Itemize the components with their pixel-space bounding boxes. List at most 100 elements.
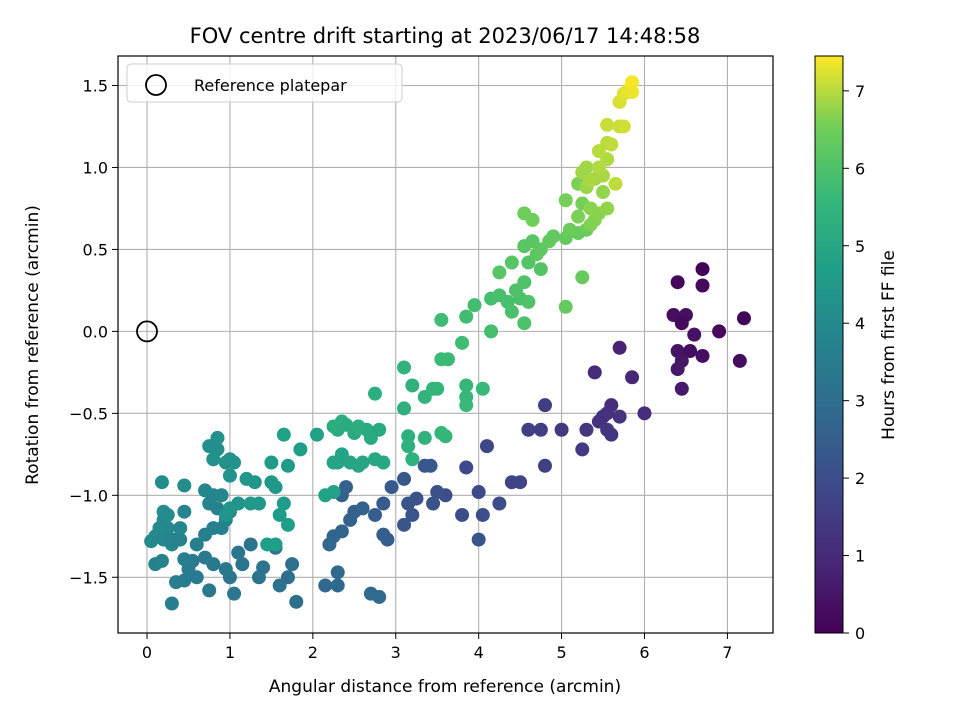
data-point — [227, 455, 242, 470]
data-point — [521, 422, 536, 437]
data-point — [625, 85, 640, 100]
data-point — [579, 160, 594, 175]
data-point — [434, 312, 449, 327]
data-point — [612, 409, 627, 424]
data-point — [475, 507, 490, 522]
data-point — [467, 298, 482, 313]
y-axis-ticks: −1.5 −1.0 −0.5 0.0 0.5 1.0 1.5 — [69, 77, 118, 587]
data-point — [272, 578, 287, 593]
data-point — [695, 278, 710, 293]
x-tick-label: 0 — [142, 643, 152, 662]
data-point — [504, 304, 519, 319]
data-point — [405, 378, 420, 393]
x-tick-label: 2 — [308, 643, 318, 662]
data-point — [625, 370, 640, 385]
data-point — [397, 401, 412, 416]
data-point — [202, 583, 217, 598]
data-point — [368, 386, 383, 401]
data-point — [210, 430, 225, 445]
data-point — [231, 545, 246, 560]
data-point — [517, 275, 532, 290]
data-point — [326, 455, 341, 470]
data-point — [351, 419, 366, 434]
data-point — [558, 193, 573, 208]
data-point — [637, 406, 652, 421]
data-point — [309, 427, 324, 442]
data-point — [177, 504, 192, 519]
data-point — [247, 475, 262, 490]
data-point — [513, 475, 528, 490]
data-point — [517, 316, 532, 331]
data-point — [401, 439, 416, 454]
grid-lines — [118, 56, 773, 633]
data-point — [384, 480, 399, 495]
data-point — [334, 414, 349, 429]
y-tick-label: −0.5 — [69, 404, 108, 423]
data-point — [330, 565, 345, 580]
data-point — [732, 353, 747, 368]
data-point — [583, 173, 598, 188]
legend-box — [126, 63, 403, 103]
data-point — [600, 201, 615, 216]
y-tick-label: 1.0 — [83, 158, 108, 177]
plot-frame — [117, 55, 774, 634]
data-point — [423, 458, 438, 473]
x-tick-label: 4 — [474, 643, 484, 662]
data-point — [492, 265, 507, 280]
data-point — [397, 360, 412, 375]
data-point — [177, 552, 192, 567]
data-point — [562, 222, 577, 237]
colorbar — [814, 55, 844, 634]
data-point — [251, 496, 266, 511]
data-point — [318, 578, 333, 593]
x-tick-label: 5 — [556, 643, 566, 662]
data-point — [380, 532, 395, 547]
colorbar-tick-label: 6 — [855, 159, 865, 178]
data-point — [459, 309, 474, 324]
colorbar-ticks: 0 1 2 3 4 5 6 7 — [843, 82, 865, 643]
legend: Reference platepar — [126, 63, 403, 103]
data-point — [368, 507, 383, 522]
data-point — [484, 324, 499, 339]
data-point — [616, 119, 631, 134]
data-point — [164, 596, 179, 611]
reference-platepar-marker — [136, 320, 158, 343]
data-point — [417, 430, 432, 445]
data-point — [355, 501, 370, 516]
x-tick-label: 6 — [639, 643, 649, 662]
data-point — [426, 496, 441, 511]
data-point — [243, 537, 258, 552]
data-point — [285, 557, 300, 572]
data-point — [558, 299, 573, 314]
x-tick-label: 3 — [391, 643, 401, 662]
data-point — [579, 422, 594, 437]
data-point — [604, 427, 619, 442]
data-point — [571, 209, 586, 224]
data-point — [533, 422, 548, 437]
x-axis-label: Angular distance from reference (arcmin) — [269, 677, 621, 697]
data-point — [218, 562, 233, 577]
data-point — [289, 594, 304, 609]
data-point — [276, 496, 291, 511]
data-point — [160, 507, 175, 522]
colorbar-tick-label: 2 — [855, 469, 865, 488]
data-point — [280, 517, 295, 532]
data-point — [674, 381, 689, 396]
data-point — [587, 365, 602, 380]
data-point — [397, 471, 412, 486]
data-point — [455, 335, 470, 350]
data-point — [280, 458, 295, 473]
data-point — [687, 327, 702, 342]
data-point — [736, 311, 751, 326]
data-point — [355, 455, 370, 470]
y-tick-label: 1.5 — [83, 77, 108, 96]
data-point — [189, 537, 204, 552]
data-point — [459, 460, 474, 475]
data-point — [612, 340, 627, 355]
data-point — [401, 429, 416, 444]
data-point — [430, 381, 445, 396]
data-point — [533, 262, 548, 277]
data-point — [293, 442, 308, 457]
data-point — [235, 557, 250, 572]
